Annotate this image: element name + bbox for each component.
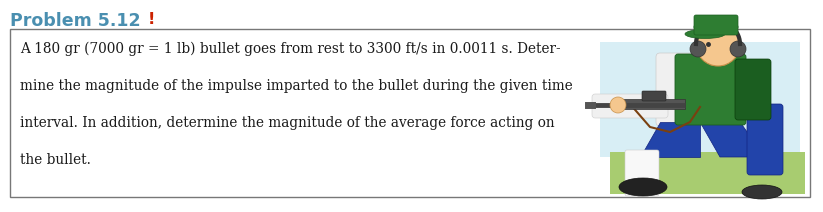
FancyBboxPatch shape [600, 42, 800, 157]
FancyBboxPatch shape [625, 150, 659, 196]
FancyBboxPatch shape [747, 104, 783, 175]
Text: Problem 5.12: Problem 5.12 [10, 12, 141, 30]
Text: mine the magnitude of the impulse imparted to the bullet during the given time: mine the magnitude of the impulse impart… [20, 79, 573, 93]
FancyBboxPatch shape [675, 54, 746, 125]
Text: A 180 gr (7000 gr = 1 lb) bullet goes from rest to 3300 ft/s in 0.0011 s. Deter-: A 180 gr (7000 gr = 1 lb) bullet goes fr… [20, 42, 560, 56]
Polygon shape [700, 122, 765, 157]
FancyBboxPatch shape [592, 94, 668, 118]
Polygon shape [640, 122, 700, 157]
FancyBboxPatch shape [735, 59, 771, 120]
FancyBboxPatch shape [610, 152, 805, 194]
Circle shape [690, 41, 706, 57]
Circle shape [696, 22, 740, 66]
Text: interval. In addition, determine the magnitude of the average force acting on: interval. In addition, determine the mag… [20, 116, 555, 130]
Text: !: ! [148, 12, 156, 27]
FancyBboxPatch shape [710, 43, 726, 65]
Text: the bullet.: the bullet. [20, 153, 91, 167]
FancyBboxPatch shape [620, 99, 685, 109]
Circle shape [610, 97, 626, 113]
FancyBboxPatch shape [642, 91, 666, 101]
FancyBboxPatch shape [656, 53, 744, 126]
FancyBboxPatch shape [10, 29, 810, 197]
FancyBboxPatch shape [694, 15, 738, 35]
Ellipse shape [685, 29, 725, 39]
Ellipse shape [619, 178, 667, 196]
Ellipse shape [694, 19, 738, 35]
Circle shape [730, 41, 746, 57]
Ellipse shape [742, 185, 782, 199]
